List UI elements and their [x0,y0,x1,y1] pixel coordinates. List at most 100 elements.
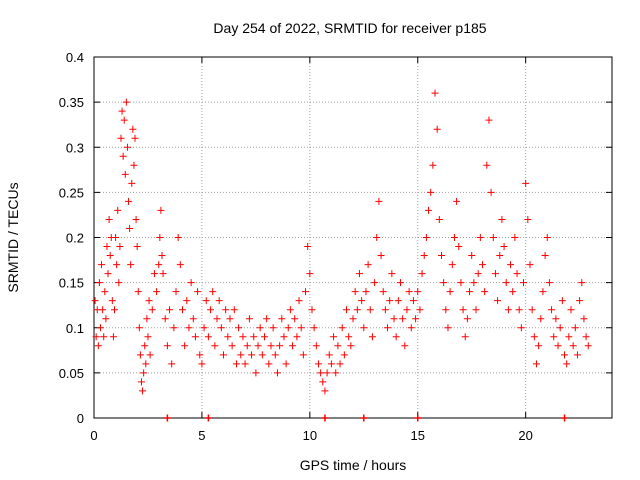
data-point [321,387,329,395]
data-point [116,243,124,251]
y-tick-label: 0.4 [66,50,84,65]
data-point [444,324,452,332]
data-point [256,324,264,332]
data-point [392,333,400,341]
data-point [509,288,517,296]
data-point [468,252,476,260]
y-tick-label: 0.2 [66,231,84,246]
data-point [248,351,256,359]
data-point [289,342,297,350]
y-tick-label: 0.1 [66,321,84,336]
data-point [489,234,497,241]
data-point [103,243,111,251]
data-point [91,297,99,305]
data-point [118,107,126,115]
data-point [239,333,247,341]
data-point [168,360,176,368]
x-tick-label: 0 [90,428,97,443]
data-point [388,270,396,278]
data-point [132,215,140,223]
data-point [261,333,269,341]
data-point [142,360,150,368]
data-point [101,288,109,296]
data-point [105,215,113,223]
data-point [520,279,528,287]
data-point [100,333,108,341]
data-point [470,279,478,287]
data-point [513,270,521,278]
data-point [250,333,258,341]
data-point [459,306,467,314]
data-point [150,270,158,278]
data-point [394,297,402,305]
zero-data-point [561,414,569,422]
data-point [95,279,103,287]
data-point [228,342,236,350]
data-point [133,243,141,251]
data-point [185,324,193,332]
data-point [191,333,199,341]
x-tick-label: 20 [518,428,532,443]
data-point [524,215,532,223]
data-point [128,179,136,187]
data-point [355,270,363,278]
x-tick-label: 10 [303,428,317,443]
data-point [235,324,243,332]
data-point [181,342,189,350]
data-point [340,351,348,359]
data-point [183,297,191,305]
data-point [390,315,398,323]
data-point [453,197,461,205]
data-point [476,234,484,241]
data-point [425,206,433,214]
data-point [319,378,327,386]
data-point [364,261,372,269]
data-point [134,288,142,296]
data-point [166,306,174,314]
data-point [295,297,303,305]
data-point [232,360,240,368]
x-tick-label: 15 [411,428,425,443]
data-point [106,252,114,260]
data-point [140,369,148,377]
data-point [102,315,110,323]
data-point [92,333,100,341]
data-point [230,306,238,314]
data-point [584,342,592,350]
data-point [442,306,450,314]
data-point [276,342,284,350]
data-point [537,315,545,323]
data-point [412,315,420,323]
data-point [98,261,106,269]
data-point [349,315,357,323]
data-point [325,351,333,359]
y-tick-label: 0.35 [59,95,84,110]
data-point [161,315,169,323]
data-point [286,306,294,314]
data-point [293,333,301,341]
data-point [362,288,370,296]
data-point [312,342,320,350]
data-point [429,161,437,169]
data-point [204,333,212,341]
data-point [440,279,448,287]
data-point [194,288,202,296]
data-point [545,279,553,287]
data-point [416,306,424,314]
data-point [561,351,569,359]
data-point [399,315,407,323]
data-point [202,297,210,305]
chart-grid [94,57,612,418]
data-point [522,179,530,187]
data-point [381,306,389,314]
data-point [550,333,558,341]
data-point [172,288,180,296]
data-point [330,333,338,341]
data-point [317,369,325,377]
data-point [530,333,538,341]
data-point [112,234,120,241]
data-point [422,234,430,241]
data-point [145,297,153,305]
data-point [371,279,379,287]
data-point [148,306,156,314]
